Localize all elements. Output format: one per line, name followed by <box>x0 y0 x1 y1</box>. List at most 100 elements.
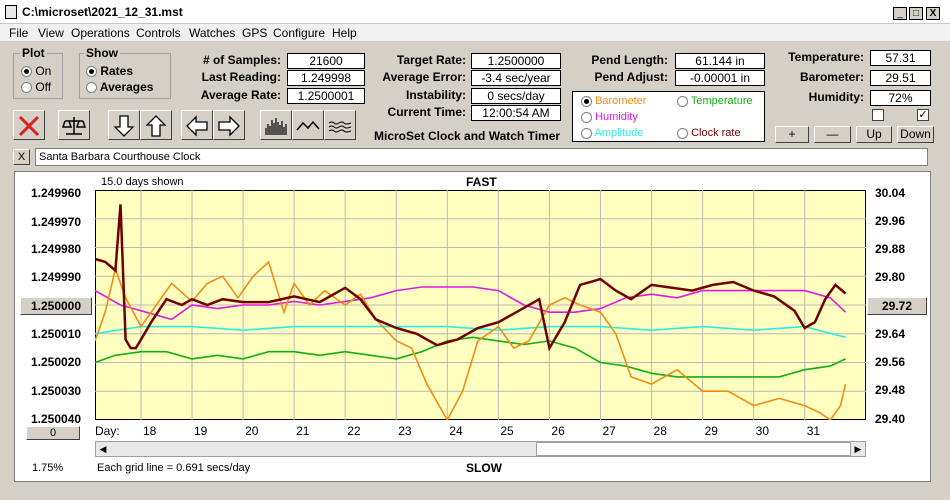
left-tick-1: 1.249970 <box>31 215 82 229</box>
menu-controls[interactable]: Controls <box>136 26 181 40</box>
series-amplitude <box>95 325 846 339</box>
overlay-temperature-radio[interactable] <box>677 95 688 107</box>
plot-off-radio[interactable] <box>21 82 32 94</box>
noisy-wave-icon <box>328 121 352 133</box>
x-tick-23: 23 <box>398 424 412 438</box>
app-icon <box>5 5 17 19</box>
pend-length-label: Pend Length: <box>591 53 668 67</box>
arrow-up-icon <box>145 115 167 137</box>
right-tick-6: 29.56 <box>875 355 906 369</box>
scroll-left-arrow[interactable]: ◀ <box>99 444 107 454</box>
smooth-wave-icon <box>296 120 320 131</box>
clock-name-field[interactable]: Santa Barbara Courthouse Clock <box>35 148 928 166</box>
pend-adjust-label: Pend Adjust: <box>594 70 668 84</box>
scroll-right-arrow[interactable]: ▶ <box>854 444 862 454</box>
scale-up-button[interactable]: Up <box>856 126 892 143</box>
current-time-value: 12:00:54 AM <box>471 105 561 121</box>
overlay-clockrate-label: Clock rate <box>691 127 741 139</box>
bottom-offset-button[interactable]: 0 <box>26 426 80 440</box>
temperature-value: 57.31 <box>870 50 931 66</box>
average-error-value: -3.4 sec/year <box>471 70 561 86</box>
right-tick-3: 29.80 <box>875 270 906 284</box>
menu-view[interactable]: View <box>38 26 64 40</box>
last-reading-label: Last Reading: <box>201 70 281 84</box>
arrow-down-icon <box>113 115 135 137</box>
histogram-button[interactable] <box>260 110 292 140</box>
right-tick-8: 29.40 <box>875 412 906 426</box>
menu-file[interactable]: File <box>9 26 29 40</box>
series-humidity <box>95 286 847 321</box>
overlay-barometer[interactable]: Barometer <box>581 95 646 107</box>
arrow-down-button[interactable] <box>108 110 140 140</box>
scale-plus-button[interactable]: + <box>775 126 809 143</box>
series-temperature <box>95 336 846 378</box>
menu-operations[interactable]: Operations <box>71 26 130 40</box>
menu-configure[interactable]: Configure <box>273 26 326 40</box>
right-axis-button[interactable]: 29.72 <box>867 297 927 315</box>
maximize-button[interactable]: □ <box>909 7 923 20</box>
overlay-barometer-radio[interactable] <box>581 95 592 107</box>
x-tick-29: 29 <box>704 424 718 438</box>
overlay-humidity[interactable]: Humidity <box>581 111 638 123</box>
scale-minus-button[interactable]: — <box>814 126 851 143</box>
minimize-button[interactable]: _ <box>893 7 907 20</box>
x-tick-30: 30 <box>755 424 770 438</box>
overlay-clockrate[interactable]: Clock rate <box>677 127 741 139</box>
scroll-thumb[interactable] <box>536 442 851 456</box>
show-rates-radio[interactable] <box>86 66 97 78</box>
show-averages-option[interactable]: Averages <box>86 80 153 94</box>
left-tick-7: 1.250030 <box>31 384 82 398</box>
left-tick-2: 1.249980 <box>31 242 82 256</box>
x-tick-26: 26 <box>551 424 565 438</box>
series-barometer <box>95 260 847 420</box>
close-button[interactable]: X <box>926 7 940 20</box>
show-rates-option[interactable]: Rates <box>86 64 133 78</box>
days-shown-label: 15.0 days shown <box>101 176 184 188</box>
plot-on-option[interactable]: On <box>21 64 51 78</box>
percent-label: 1.75% <box>32 462 64 474</box>
overlay-temperature[interactable]: Temperature <box>677 95 753 107</box>
temperature-label: Temperature: <box>788 50 864 64</box>
target-rate-value[interactable]: 1.2500000 <box>471 53 561 69</box>
balance-button[interactable] <box>58 110 90 140</box>
right-tick-7: 29.48 <box>875 383 906 397</box>
menu-gps[interactable]: GPS <box>242 26 268 40</box>
barometer-value: 29.51 <box>870 70 931 86</box>
overlay-amplitude[interactable]: Amplitude <box>581 127 643 139</box>
left-axis-button[interactable]: 1.250000 <box>20 297 92 315</box>
arrow-left-button[interactable] <box>181 110 213 140</box>
plot-off-option[interactable]: Off <box>21 80 51 94</box>
overlay-barometer-label: Barometer <box>595 95 647 107</box>
raw-wave-button[interactable] <box>324 110 356 140</box>
humidity-value: 72% <box>870 90 931 106</box>
right-tick-1: 29.96 <box>875 214 906 228</box>
x-tick-24: 24 <box>449 424 463 438</box>
right-tick-0: 30.04 <box>875 186 906 200</box>
menu-watches[interactable]: Watches <box>189 26 236 40</box>
checkbox-left[interactable] <box>872 109 884 121</box>
pend-adjust-value: -0.00001 in <box>675 70 765 86</box>
average-error-label: Average Error: <box>382 70 466 84</box>
show-averages-radio[interactable] <box>86 82 97 94</box>
overlay-humidity-radio[interactable] <box>581 111 592 123</box>
arrow-up-button[interactable] <box>140 110 172 140</box>
scale-down-button[interactable]: Down <box>897 126 934 143</box>
plot-on-radio[interactable] <box>21 66 32 78</box>
plot-group: Plot On Off <box>13 46 63 99</box>
smooth-button[interactable] <box>292 110 324 140</box>
horizontal-scrollbar[interactable]: ◀ ▶ <box>95 441 866 457</box>
menu-help[interactable]: Help <box>332 26 357 40</box>
arrow-right-icon <box>218 115 240 137</box>
average-rate-label: Average Rate: <box>200 88 281 102</box>
right-tick-2: 29.88 <box>875 242 906 256</box>
arrow-right-button[interactable] <box>213 110 245 140</box>
samples-label: # of Samples: <box>202 53 281 67</box>
clear-name-button[interactable]: X <box>13 149 30 165</box>
overlay-amplitude-radio[interactable] <box>581 127 592 139</box>
checkbox-right[interactable]: ✓ <box>917 109 929 121</box>
overlay-humidity-label: Humidity <box>595 111 638 123</box>
stop-button[interactable] <box>13 110 45 140</box>
overlay-clockrate-radio[interactable] <box>677 127 688 139</box>
pend-length-value[interactable]: 61.144 in <box>675 53 765 69</box>
left-tick-5: 1.250010 <box>31 327 82 341</box>
